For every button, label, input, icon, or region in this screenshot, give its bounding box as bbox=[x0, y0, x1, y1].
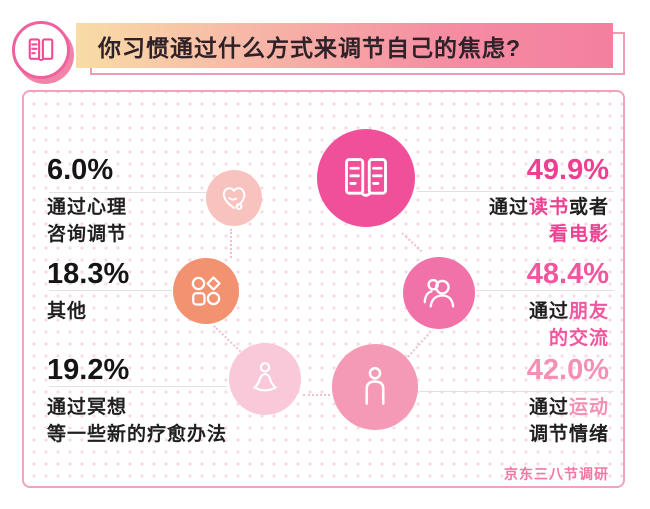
stat-meditation-label-line2: 等一些新的疗愈办法 bbox=[47, 424, 228, 445]
stat-sports-seg-b: 运动 bbox=[568, 397, 609, 418]
connector-line-sports bbox=[420, 391, 614, 392]
stat-reading-label-line1: 通过读书或者 bbox=[489, 194, 609, 221]
connector-line-counseling bbox=[49, 192, 207, 193]
stat-sports: 42.0% 通过运动 调节情绪 bbox=[527, 354, 609, 448]
bubble-meditation bbox=[229, 343, 301, 415]
standing-person-icon bbox=[353, 365, 397, 409]
meditation-icon bbox=[245, 359, 285, 399]
stat-reading-seg-c: 或者 bbox=[568, 197, 609, 218]
stat-friends: 48.4% 通过朋友 的交流 bbox=[527, 258, 609, 352]
connector-line-friends bbox=[476, 290, 614, 291]
stat-friends-seg-b: 朋友 bbox=[568, 301, 609, 322]
chart-panel: 6.0% 通过心理 咨询调节 18.3% 其他 19.2% 通过冥想 等一些新的… bbox=[22, 90, 625, 488]
header-book-badge bbox=[12, 21, 70, 79]
connector-line-reading bbox=[417, 191, 614, 192]
stat-sports-seg-a: 通过 bbox=[528, 397, 569, 418]
stat-friends-label-line1: 通过朋友 bbox=[527, 298, 609, 325]
stat-counseling: 6.0% 通过心理 咨询调节 bbox=[47, 154, 127, 248]
dotted-link-heart-shapes bbox=[230, 229, 232, 258]
stat-friends-label-line2: 的交流 bbox=[548, 328, 609, 349]
stat-sports-label-line1: 通过运动 bbox=[527, 394, 609, 421]
stat-counseling-label-line1: 通过心理 bbox=[47, 197, 128, 218]
bubble-friends bbox=[403, 257, 475, 329]
bubble-other bbox=[173, 258, 239, 324]
people-icon bbox=[419, 273, 459, 313]
stat-other-label: 其他 bbox=[47, 301, 88, 322]
stat-reading-value: 49.9% bbox=[526, 154, 609, 186]
stat-sports-label-line2: 调节情绪 bbox=[528, 424, 609, 445]
stat-sports-value: 42.0% bbox=[526, 354, 609, 386]
connector-line-other bbox=[49, 290, 172, 291]
stat-other: 18.3% 其他 bbox=[47, 258, 129, 325]
stat-reading-seg-a: 通过 bbox=[488, 197, 529, 218]
connector-line-meditation bbox=[49, 386, 227, 387]
dotted-link-runner-people bbox=[407, 334, 429, 358]
dotted-link-shapes-meditation bbox=[213, 325, 242, 353]
source-note: 京东三八节调研 bbox=[504, 466, 609, 482]
stat-friends-value: 48.4% bbox=[526, 258, 609, 290]
bubble-counseling bbox=[206, 170, 262, 226]
page-title: 你习惯通过什么方式来调节自己的焦虑? bbox=[98, 34, 522, 61]
stat-meditation-label-line1: 通过冥想 bbox=[47, 397, 128, 418]
stat-reading-label-line2: 看电影 bbox=[548, 224, 609, 245]
heart-stethoscope-icon bbox=[217, 181, 251, 215]
stat-reading: 49.9% 通过读书或者 看电影 bbox=[489, 154, 609, 248]
stat-counseling-value: 6.0% bbox=[47, 154, 114, 186]
stat-reading-seg-b: 读书 bbox=[528, 197, 569, 218]
open-book-icon bbox=[340, 152, 392, 204]
stat-friends-seg-a: 通过 bbox=[528, 301, 569, 322]
book-icon bbox=[26, 35, 56, 65]
stat-meditation-value: 19.2% bbox=[47, 354, 130, 386]
bubble-sports bbox=[332, 344, 418, 430]
bubble-reading bbox=[317, 129, 415, 227]
stat-meditation: 19.2% 通过冥想 等一些新的疗愈办法 bbox=[47, 354, 227, 448]
stat-counseling-label-line2: 咨询调节 bbox=[47, 224, 128, 245]
dotted-link-meditation-runner bbox=[303, 394, 330, 396]
stat-other-value: 18.3% bbox=[47, 258, 130, 290]
dotted-link-book-people bbox=[401, 232, 423, 253]
four-shapes-icon bbox=[188, 273, 224, 309]
title-banner: 你习惯通过什么方式来调节自己的焦虑? bbox=[76, 23, 613, 68]
